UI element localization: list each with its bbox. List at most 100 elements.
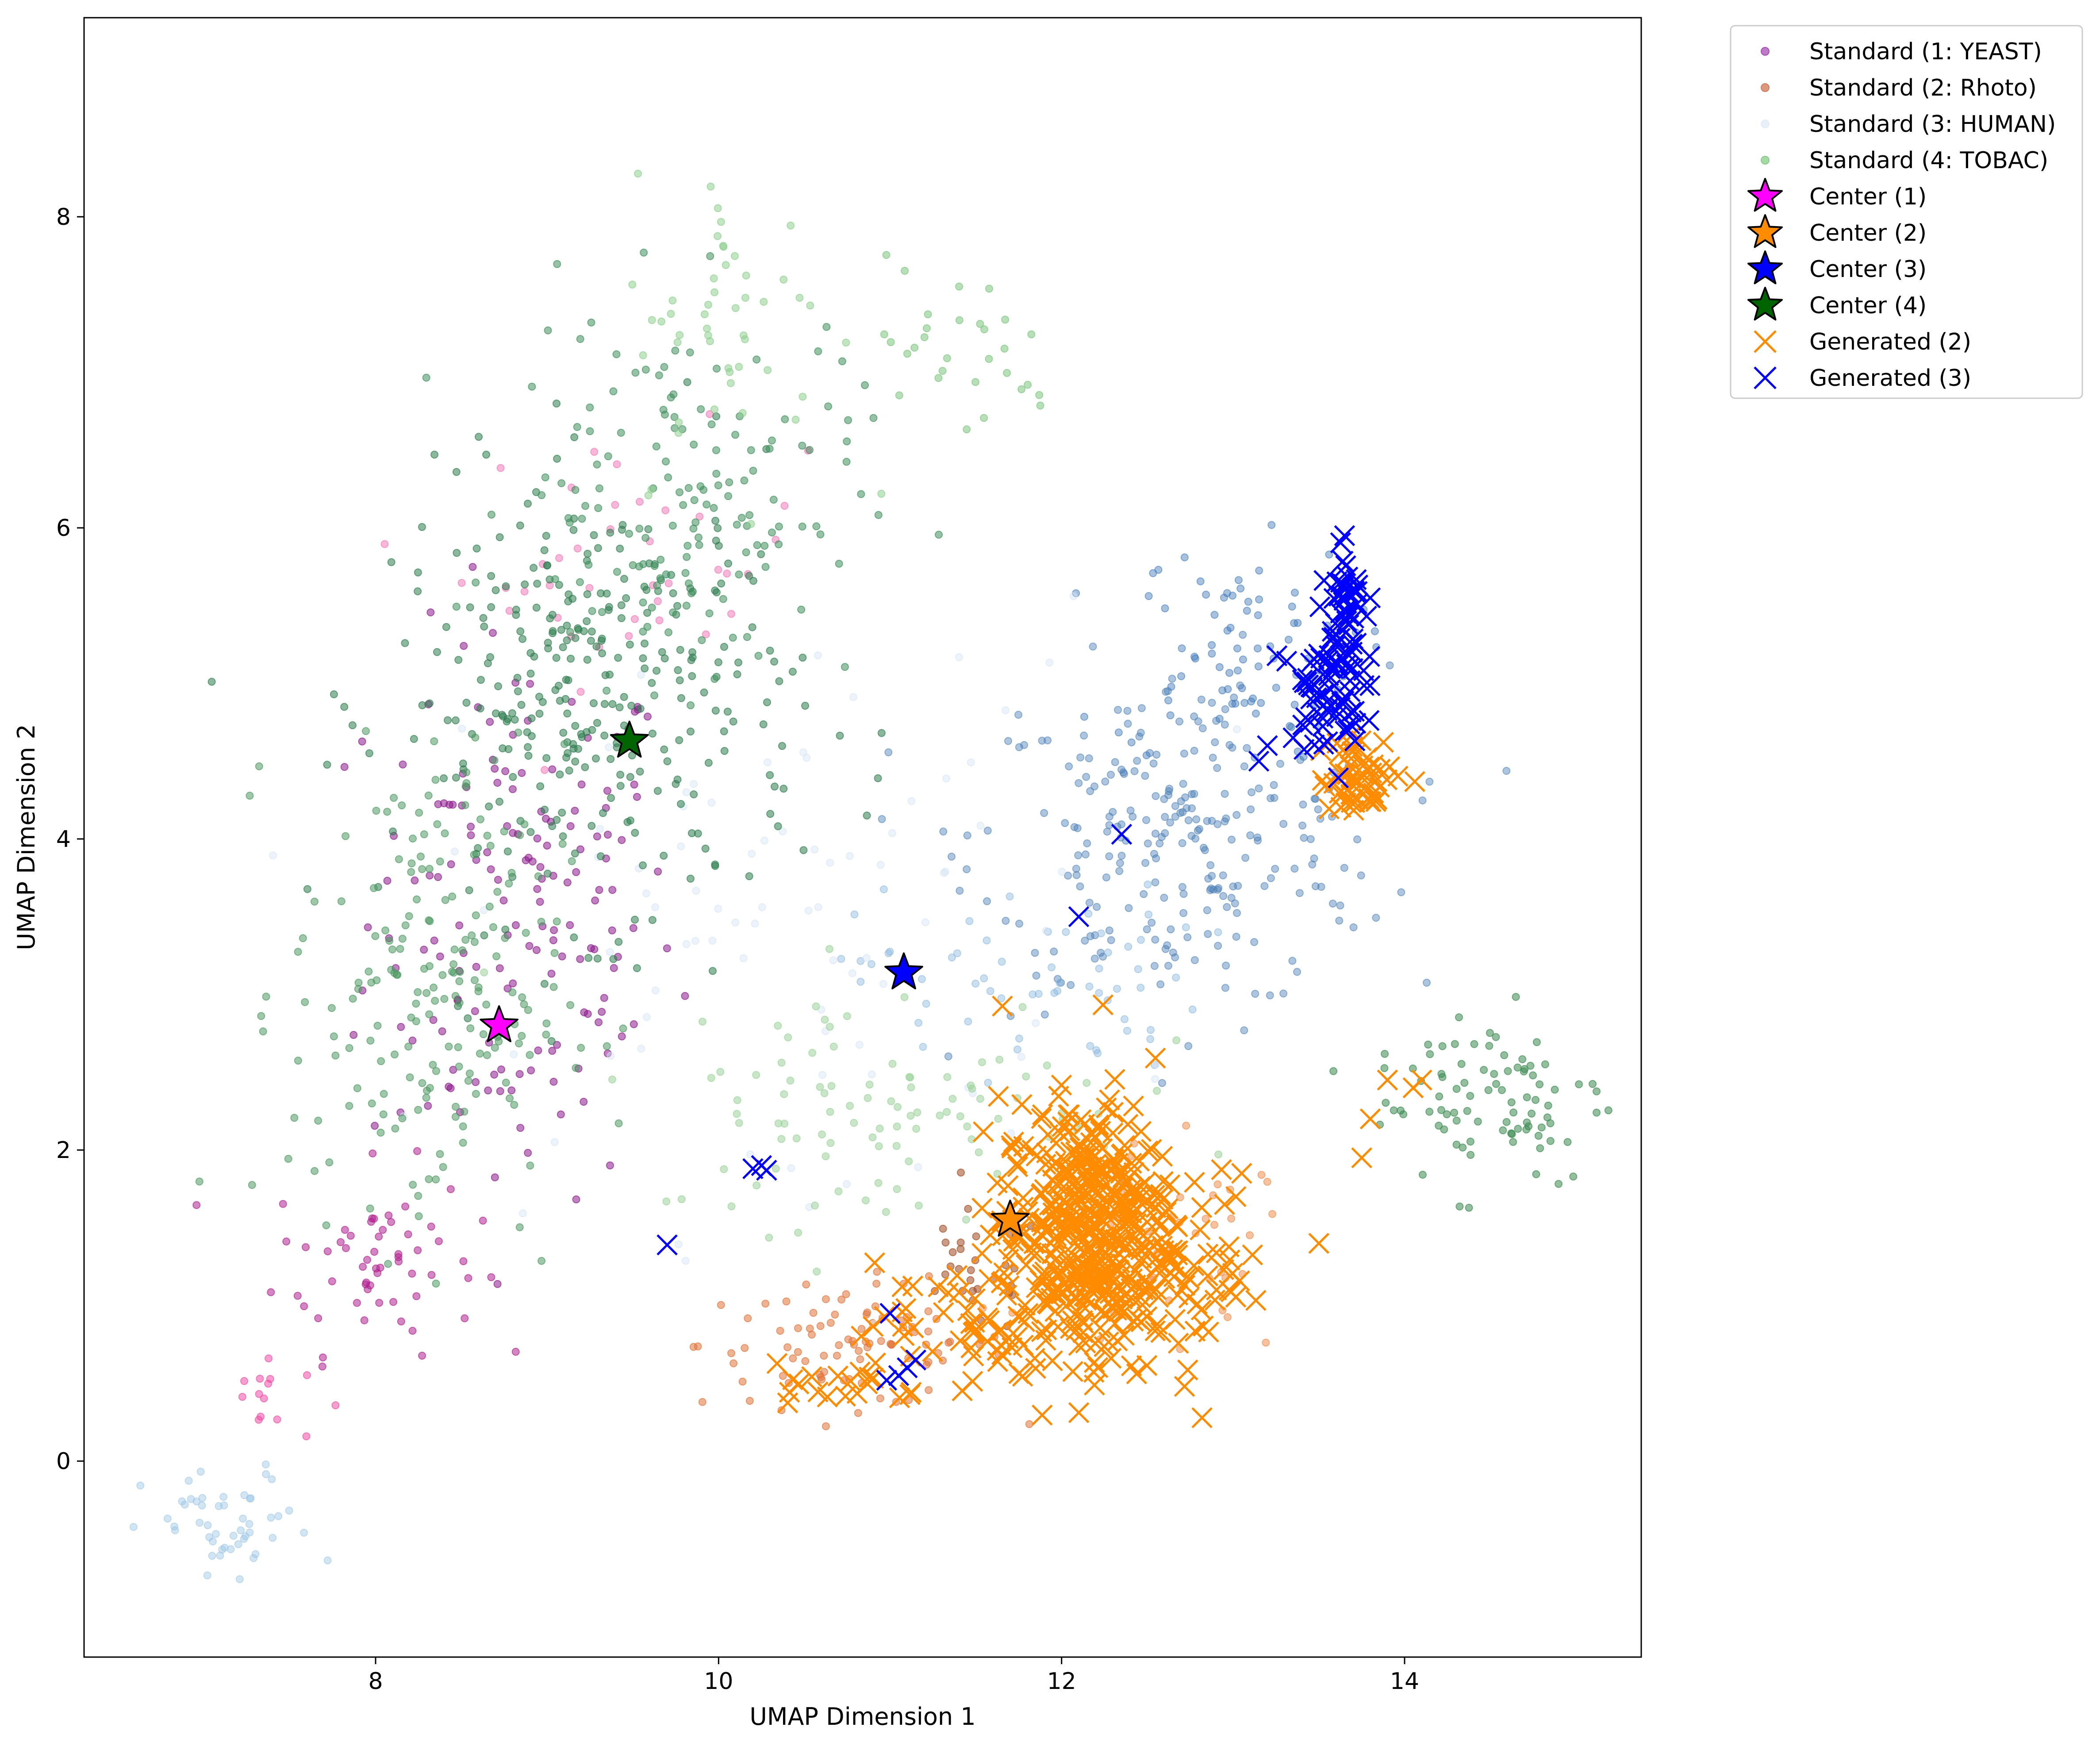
- standard-point: [913, 1108, 921, 1117]
- standard-point: [1486, 1029, 1494, 1037]
- standard-point: [1532, 1038, 1541, 1046]
- generated-point: [1334, 525, 1355, 546]
- standard-point: [655, 371, 663, 380]
- standard-point: [1135, 732, 1144, 741]
- generated-point: [1197, 1265, 1218, 1287]
- standard-point: [712, 536, 720, 545]
- standard-point: [468, 931, 476, 940]
- standard-point: [565, 766, 573, 775]
- standard-point: [983, 897, 991, 905]
- standard-point: [1179, 780, 1187, 788]
- standard-point: [741, 294, 749, 302]
- standard-point: [420, 946, 428, 954]
- standard-point: [1279, 820, 1288, 828]
- standard-point: [1457, 1060, 1466, 1068]
- standard-point: [692, 886, 700, 895]
- generated-point: [933, 1302, 954, 1323]
- standard-point: [1133, 757, 1141, 765]
- standard-point: [494, 876, 502, 884]
- standard-point: [1474, 1117, 1482, 1126]
- standard-point: [572, 1064, 580, 1072]
- standard-point: [360, 1316, 369, 1324]
- standard-point: [948, 953, 956, 962]
- standard-point: [269, 851, 277, 860]
- standard-point: [1502, 767, 1511, 775]
- generated-point: [1144, 1320, 1166, 1342]
- standard-point: [975, 1148, 983, 1157]
- standard-point: [1208, 650, 1216, 658]
- standard-point: [770, 658, 779, 666]
- standard-point: [593, 832, 601, 841]
- legend-marker: [1761, 83, 1770, 92]
- generated-point: [1090, 1159, 1111, 1180]
- standard-point: [786, 1077, 795, 1085]
- standard-point: [963, 831, 971, 840]
- generated-point: [801, 1366, 822, 1388]
- standard-point: [651, 986, 660, 995]
- standard-point: [1083, 839, 1091, 848]
- generated-point: [1314, 775, 1336, 797]
- generated-point: [1006, 1153, 1028, 1174]
- standard-point: [590, 531, 598, 539]
- standard-point: [946, 1338, 954, 1346]
- standard-point: [563, 878, 572, 887]
- standard-point: [1187, 790, 1196, 798]
- generated-point: [1012, 1187, 1034, 1209]
- legend-label: Standard (2: Rhoto): [1809, 75, 2037, 101]
- standard-point: [483, 848, 491, 857]
- standard-point: [330, 1032, 338, 1041]
- standard-point: [557, 479, 566, 488]
- generated-point: [1025, 1358, 1046, 1379]
- standard-point: [795, 293, 804, 302]
- standard-point: [710, 504, 718, 512]
- standard-point: [569, 526, 578, 534]
- standard-point: [1161, 829, 1169, 837]
- standard-point: [1252, 709, 1260, 718]
- standard-point: [880, 330, 888, 338]
- standard-point: [780, 1090, 788, 1098]
- standard-point: [682, 940, 691, 948]
- standard-point: [780, 1119, 789, 1128]
- legend-item: Standard (1: YEAST): [1761, 38, 2042, 65]
- standard-point: [938, 367, 947, 375]
- standard-point: [679, 501, 687, 509]
- generated-point: [928, 1276, 949, 1298]
- standard-point: [648, 916, 656, 924]
- standard-point: [208, 1552, 216, 1560]
- standard-point: [673, 338, 682, 346]
- standard-point: [636, 704, 645, 713]
- standard-point: [640, 248, 648, 257]
- standard-point: [502, 582, 510, 591]
- standard-point: [1149, 759, 1158, 768]
- standard-point: [581, 763, 589, 771]
- standard-point: [572, 868, 580, 876]
- standard-point: [559, 832, 567, 841]
- standard-point: [609, 387, 618, 396]
- standard-point: [1152, 854, 1160, 862]
- standard-point: [219, 1492, 228, 1501]
- standard-point: [455, 999, 464, 1007]
- standard-point: [1437, 1106, 1445, 1114]
- standard-point: [1518, 1055, 1527, 1063]
- standard-point: [1219, 892, 1228, 900]
- standard-point: [430, 450, 439, 459]
- standard-point: [461, 935, 470, 944]
- standard-point: [516, 1123, 525, 1132]
- standard-point: [784, 1033, 792, 1042]
- standard-point: [962, 1215, 970, 1224]
- standard-point: [766, 646, 774, 655]
- generated-point: [856, 1373, 878, 1395]
- standard-point: [1130, 767, 1139, 775]
- generated-point: [1317, 700, 1338, 721]
- standard-point: [425, 1175, 433, 1183]
- standard-point: [653, 666, 661, 675]
- standard-point: [1514, 1125, 1522, 1133]
- standard-point: [876, 861, 885, 869]
- standard-point: [1340, 864, 1348, 872]
- standard-point: [571, 758, 580, 766]
- generated-point: [1036, 1142, 1057, 1164]
- standard-point: [658, 648, 666, 656]
- standard-point: [684, 579, 693, 588]
- generated-point: [1059, 1120, 1080, 1142]
- standard-point: [501, 767, 510, 775]
